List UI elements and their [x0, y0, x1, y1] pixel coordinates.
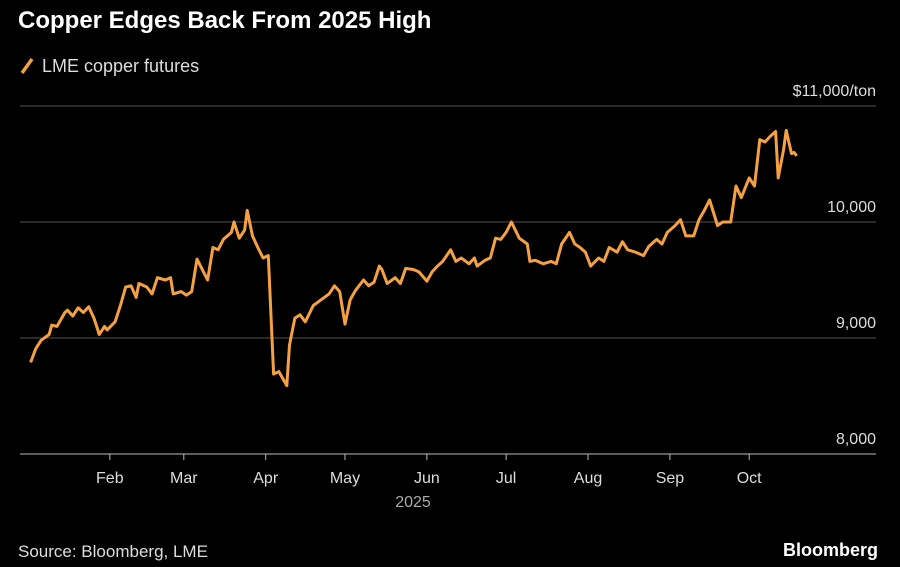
x-tick-label: Oct	[737, 470, 762, 487]
x-tick-label: Mar	[170, 470, 198, 487]
y-tick-label: 9,000	[836, 315, 876, 332]
x-tick-label: Jun	[414, 470, 440, 487]
source: Source: Bloomberg, LME	[18, 542, 208, 561]
legend-label: LME copper futures	[42, 56, 199, 76]
y-tick-label: $11,000/ton	[793, 83, 876, 100]
legend-swatch	[20, 57, 34, 75]
x-tick-label: May	[330, 470, 360, 487]
brand: Bloomberg	[783, 540, 878, 560]
y-tick-label: 10,000	[827, 199, 876, 216]
x-tick-label: Feb	[96, 470, 124, 487]
chart-title: Copper Edges Back From 2025 High	[18, 7, 431, 34]
x-axis-label: 2025	[395, 494, 431, 511]
x-tick-label: Jul	[496, 470, 516, 487]
line	[29, 128, 798, 388]
y-tick-label: 8,000	[836, 431, 876, 448]
x-tick-label: Aug	[574, 470, 602, 487]
x-tick-label: Sep	[656, 470, 685, 487]
x-tick-label: Apr	[253, 470, 279, 487]
